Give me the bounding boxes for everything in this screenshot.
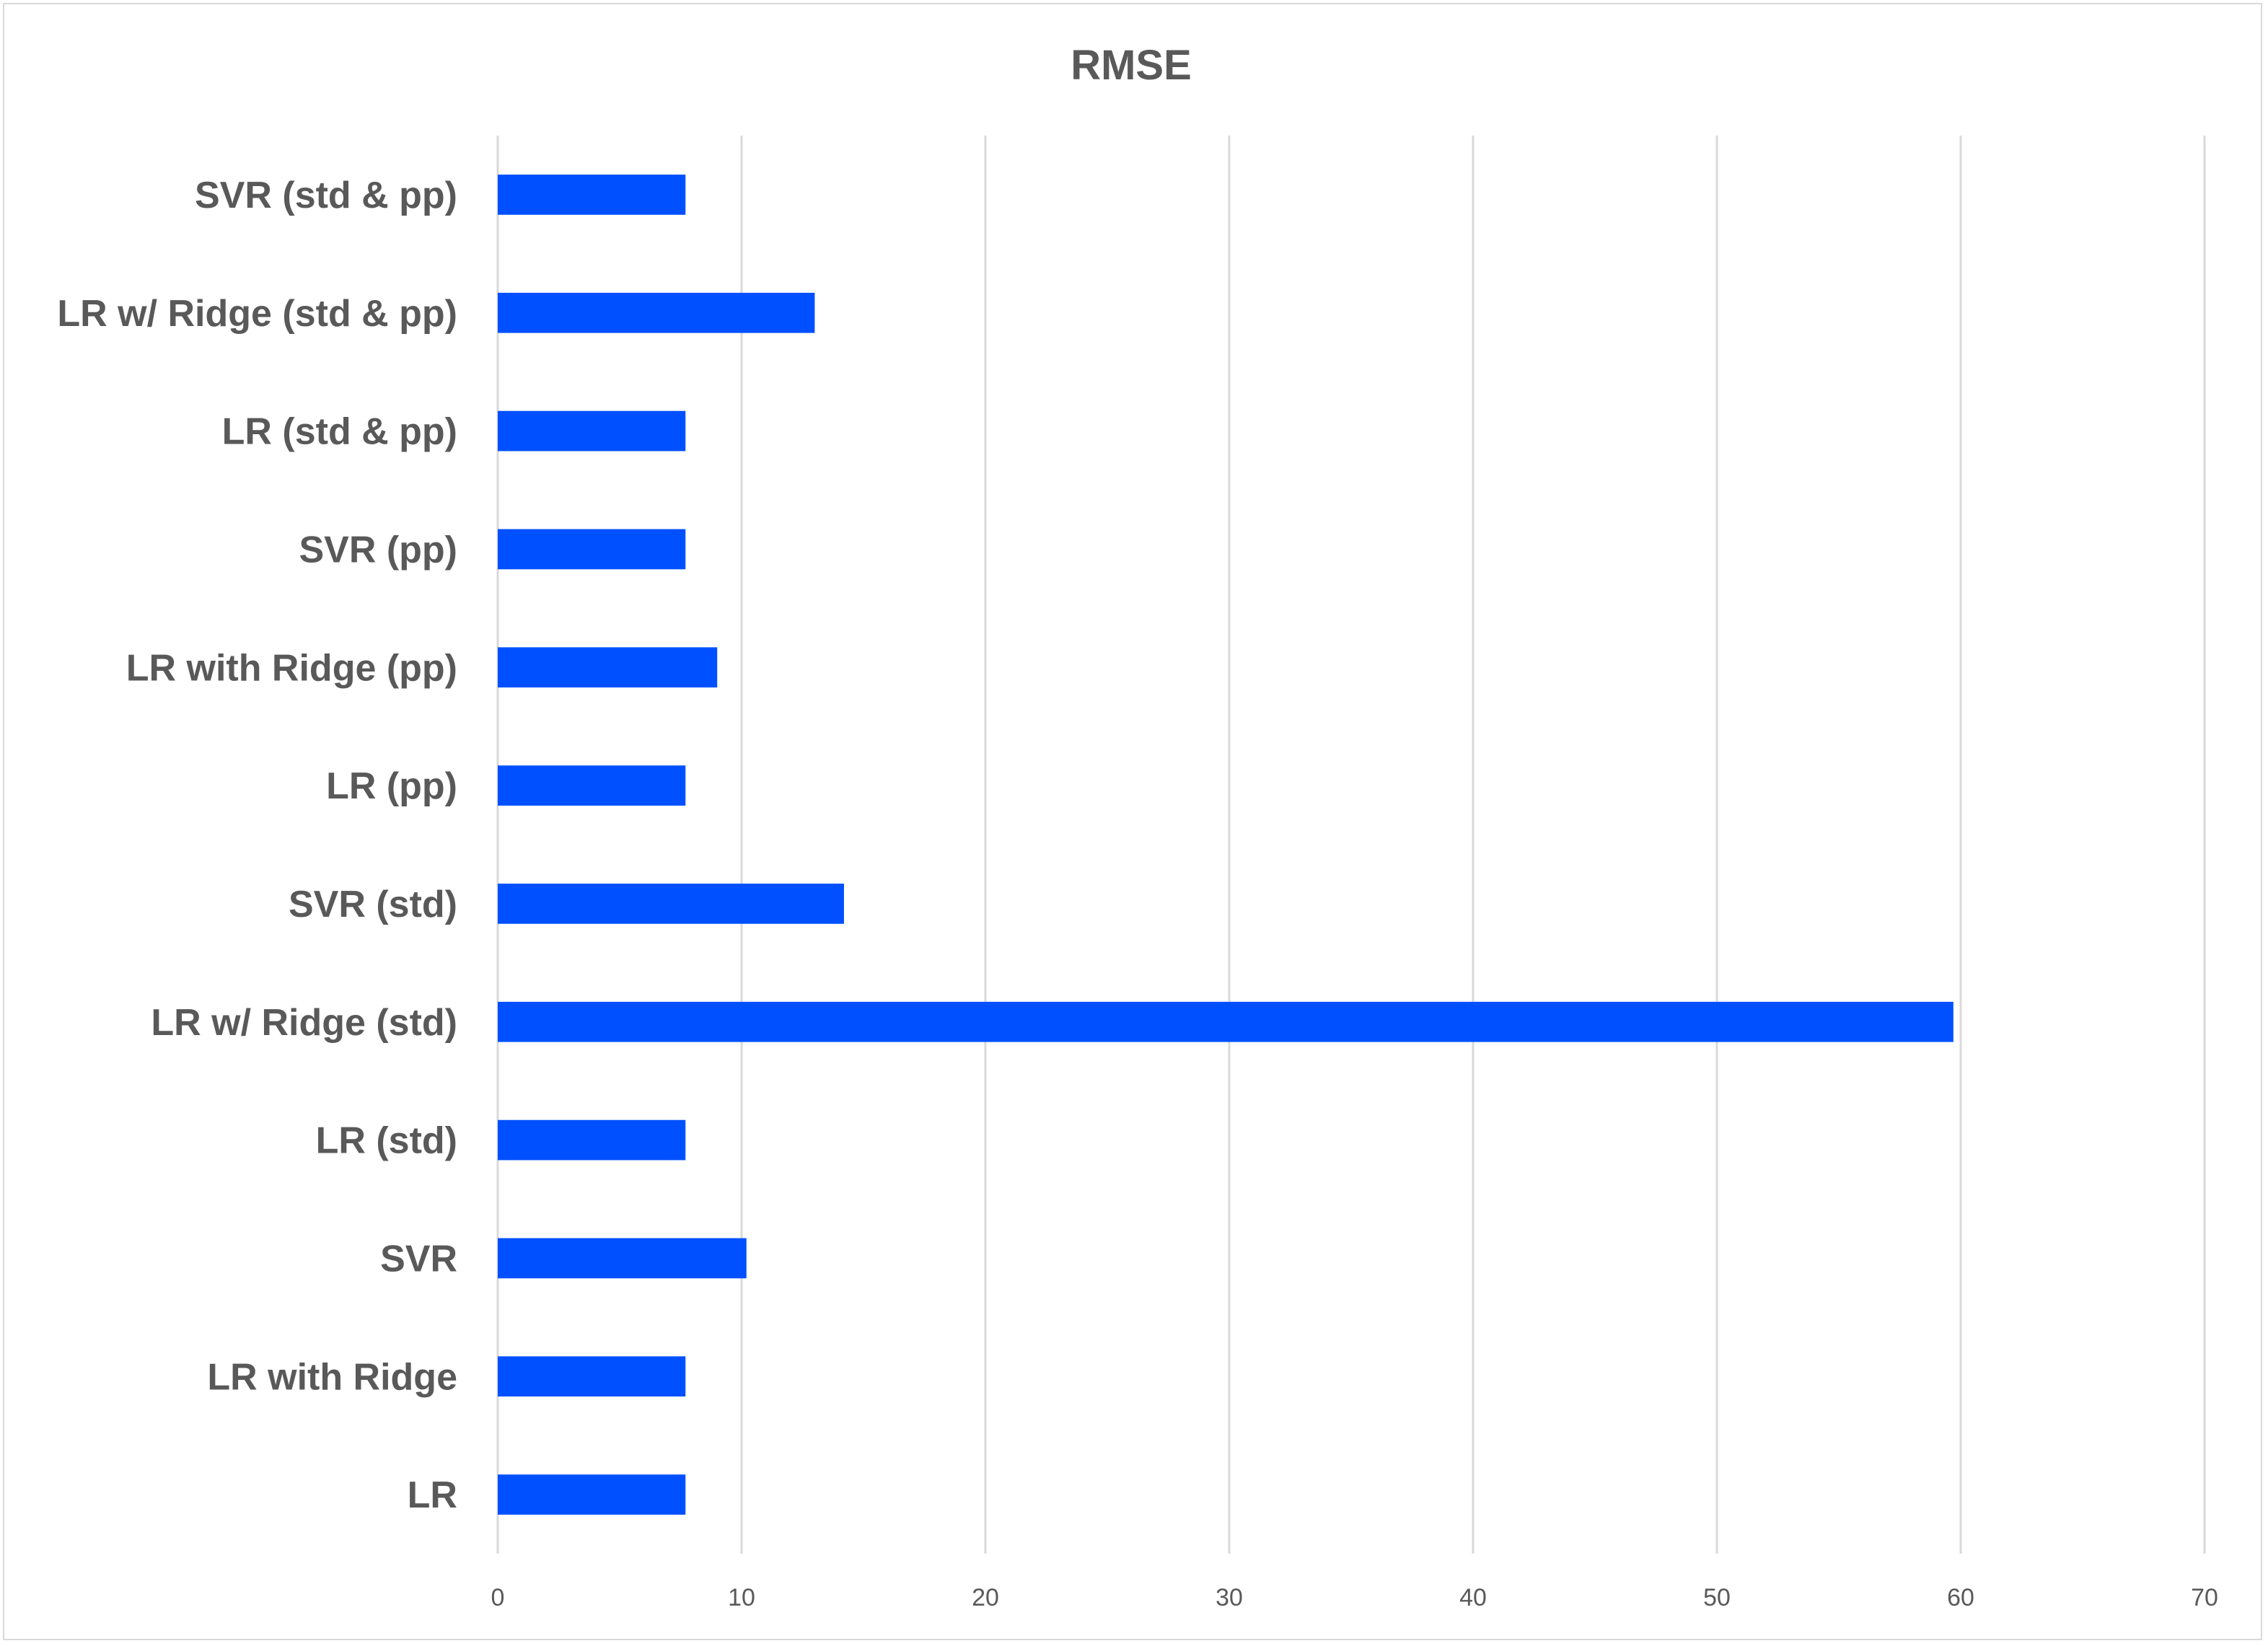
bar bbox=[498, 529, 686, 570]
category-label: LR with Ridge bbox=[207, 1356, 457, 1398]
category-label: SVR bbox=[380, 1238, 457, 1280]
bar bbox=[498, 1119, 686, 1161]
rmse-bar-chart: RMSE SVR (std & pp) LR w/ Ridge (std & pp… bbox=[57, 42, 2218, 1611]
x-tick-label: 60 bbox=[1947, 1584, 1974, 1611]
bar bbox=[498, 884, 844, 924]
category-label: LR w/ Ridge (std & pp) bbox=[57, 293, 457, 335]
chart-frame: RMSE SVR (std & pp) LR w/ Ridge (std & pp… bbox=[3, 3, 2262, 1640]
category-label: LR bbox=[408, 1474, 457, 1516]
category-label: LR w/ Ridge (std) bbox=[151, 1002, 457, 1044]
bar bbox=[498, 292, 815, 333]
category-label: LR (std) bbox=[316, 1120, 457, 1162]
bar bbox=[498, 175, 686, 215]
category-label: SVR (std & pp) bbox=[195, 175, 457, 216]
bar bbox=[498, 1356, 686, 1397]
bars bbox=[498, 175, 1953, 1515]
bar bbox=[498, 1001, 1953, 1042]
bar bbox=[498, 765, 686, 806]
bar bbox=[498, 410, 686, 452]
category-label: LR (std & pp) bbox=[222, 411, 457, 453]
x-axis-tick-labels: 0 10 20 30 40 50 60 70 bbox=[491, 1584, 2218, 1611]
x-tick-label: 40 bbox=[1459, 1584, 1487, 1611]
bar bbox=[498, 647, 718, 688]
category-labels: SVR (std & pp) LR w/ Ridge (std & pp) LR (… bbox=[57, 175, 457, 1516]
gridlines bbox=[496, 136, 2206, 1554]
x-tick-label: 70 bbox=[2191, 1584, 2218, 1611]
category-label: SVR (std) bbox=[289, 884, 457, 925]
x-tick-label: 50 bbox=[1703, 1584, 1731, 1611]
x-tick-label: 0 bbox=[491, 1584, 505, 1611]
category-label: SVR (pp) bbox=[299, 529, 457, 571]
x-tick-label: 20 bbox=[972, 1584, 999, 1611]
category-label: LR (pp) bbox=[326, 765, 457, 807]
bar bbox=[498, 1474, 686, 1515]
x-tick-label: 10 bbox=[728, 1584, 755, 1611]
bar bbox=[498, 1238, 747, 1279]
chart-title: RMSE bbox=[1071, 42, 1192, 89]
x-tick-label: 30 bbox=[1216, 1584, 1243, 1611]
category-label: LR with Ridge (pp) bbox=[126, 647, 457, 689]
